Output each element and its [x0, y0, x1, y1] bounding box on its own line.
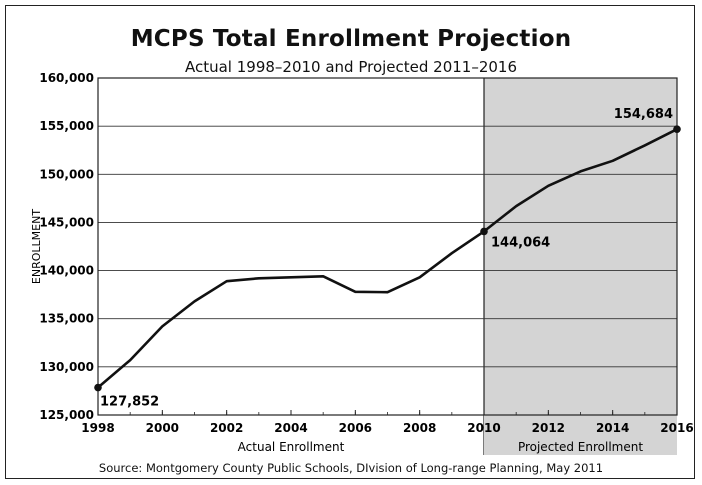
- data-labels: 127,852 144,064 154,684: [94, 107, 681, 410]
- enrollment-series: [97, 128, 678, 389]
- y-tick-label: 145,000: [39, 215, 94, 229]
- axis-ticks: [97, 410, 678, 415]
- projection-shading: [483, 78, 677, 455]
- chart-title: MCPS Total Enrollment Projection: [130, 26, 572, 52]
- data-label: 144,064: [491, 235, 550, 250]
- y-axis-tick-labels: 125,000 130,000 135,000 140,000 145,000 150,0…: [39, 71, 94, 422]
- x-tick-label: 2002: [210, 421, 243, 435]
- x-tick-label: 2016: [660, 421, 693, 435]
- projection-band: [484, 78, 677, 415]
- y-tick-label: 130,000: [39, 360, 94, 374]
- data-label: 127,852: [100, 395, 159, 410]
- chart-subtitle: Actual 1998–2010 and Projected 2011–2016: [184, 58, 518, 76]
- band-label: Projected Enrollment: [518, 440, 643, 454]
- data-point-marker: [94, 383, 102, 392]
- y-tick-label: 150,000: [39, 167, 94, 181]
- y-axis-label: ENROLLMENT: [30, 209, 43, 284]
- x-tick-label: 2008: [403, 421, 436, 435]
- band-labels: Actual Enrollment Projected Enrollment: [238, 440, 644, 454]
- projection-band-footer: [484, 415, 677, 455]
- x-tick-label: 2012: [532, 421, 565, 435]
- data-point-marker: [673, 125, 681, 133]
- y-tick-label: 155,000: [39, 119, 94, 133]
- y-tick-label: 135,000: [39, 312, 94, 326]
- source-note: Source: Montgomery County Public Schools…: [98, 461, 604, 475]
- x-axis-tick-labels: 1998 2000 2002 2004 2006 2008 2010 2012 2014 2016: [81, 421, 693, 435]
- x-tick-label: 2006: [339, 421, 372, 435]
- y-tick-label: 140,000: [39, 264, 94, 278]
- band-label: Actual Enrollment: [238, 440, 345, 454]
- x-tick-label: 2004: [274, 421, 307, 435]
- y-tick-label: 125,000: [39, 408, 94, 422]
- data-point-marker: [480, 227, 488, 236]
- y-tick-label: 160,000: [39, 71, 94, 85]
- x-tick-label: 1998: [81, 421, 114, 435]
- chart-frame: [5, 5, 695, 479]
- data-label: 154,684: [614, 107, 673, 122]
- x-tick-label: 2000: [146, 421, 179, 435]
- x-tick-label: 2010: [467, 421, 500, 435]
- x-tick-label: 2014: [596, 421, 629, 435]
- series-line: [97, 128, 678, 389]
